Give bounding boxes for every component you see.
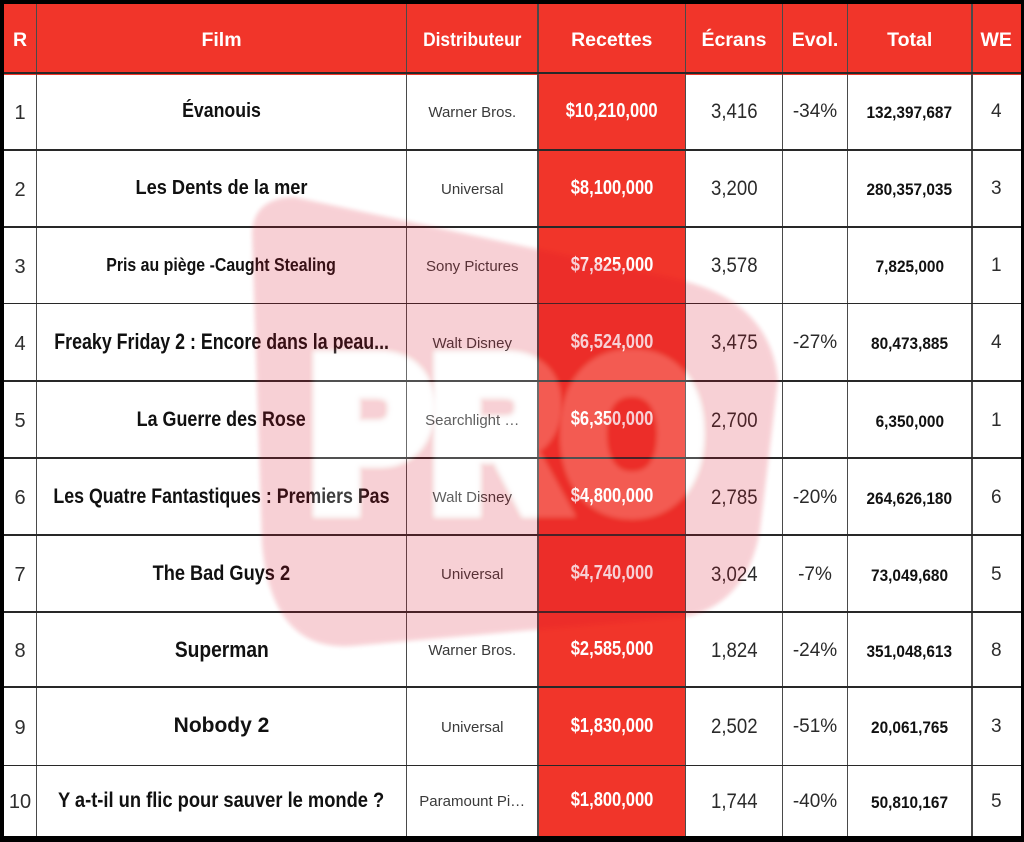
svg-text:PRO: PRO	[312, 318, 704, 549]
